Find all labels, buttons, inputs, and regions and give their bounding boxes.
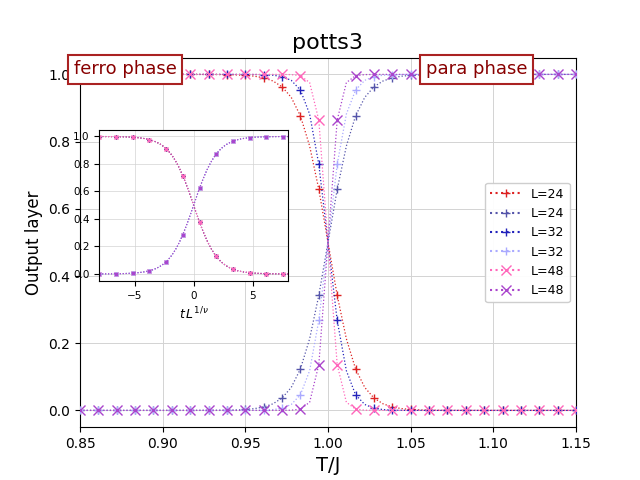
- Text: para phase: para phase: [426, 60, 527, 78]
- Legend: L=24, L=24, L=32, L=32, L=48, L=48: L=24, L=24, L=32, L=32, L=48, L=48: [485, 183, 570, 302]
- Title: potts3: potts3: [292, 33, 364, 53]
- X-axis label: T/J: T/J: [316, 456, 340, 476]
- X-axis label: $t\,L^{1/\nu}$: $t\,L^{1/\nu}$: [179, 306, 209, 323]
- Y-axis label: Output layer: Output layer: [25, 190, 43, 295]
- Text: ferro phase: ferro phase: [74, 60, 177, 78]
